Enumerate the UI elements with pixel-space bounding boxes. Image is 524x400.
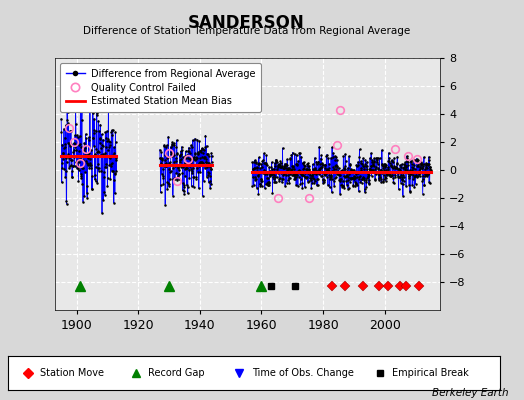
Text: Time of Obs. Change: Time of Obs. Change — [252, 368, 354, 378]
Text: Station Move: Station Move — [40, 368, 104, 378]
Text: Berkeley Earth: Berkeley Earth — [432, 388, 508, 398]
Legend: Difference from Regional Average, Quality Control Failed, Estimated Station Mean: Difference from Regional Average, Qualit… — [60, 63, 261, 112]
Text: SANDERSON: SANDERSON — [188, 14, 304, 32]
Text: Record Gap: Record Gap — [148, 368, 205, 378]
Text: Empirical Break: Empirical Break — [392, 368, 469, 378]
Text: Difference of Station Temperature Data from Regional Average: Difference of Station Temperature Data f… — [83, 26, 410, 36]
